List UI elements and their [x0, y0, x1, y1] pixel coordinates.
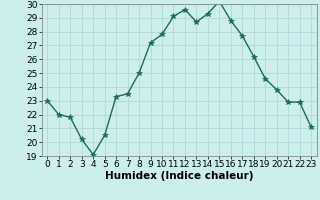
- X-axis label: Humidex (Indice chaleur): Humidex (Indice chaleur): [105, 171, 253, 181]
